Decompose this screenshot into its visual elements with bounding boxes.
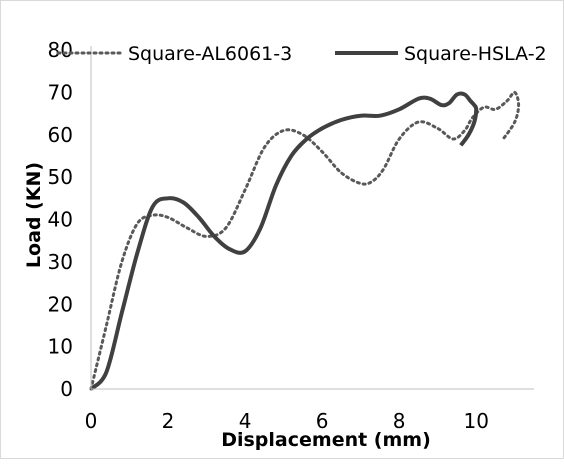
y-tick-label: 30 bbox=[48, 250, 73, 274]
y-tick-label: 0 bbox=[60, 377, 73, 401]
y-tick-label: 20 bbox=[48, 292, 73, 316]
x-tick-label: 2 bbox=[162, 409, 175, 433]
y-tick-label: 40 bbox=[48, 208, 73, 232]
legend-label-hsla: Square-HSLA-2 bbox=[404, 43, 547, 65]
y-tick-labels: 0 10 20 30 40 50 60 70 80 bbox=[48, 38, 73, 401]
legend: Square-AL6061-3 Square-HSLA-2 bbox=[56, 43, 547, 65]
series-line-hsla bbox=[89, 91, 479, 391]
x-tick-label: 8 bbox=[393, 409, 406, 433]
y-tick-label: 80 bbox=[48, 38, 73, 62]
x-tick-label: 10 bbox=[463, 409, 488, 433]
y-tick-label: 70 bbox=[48, 80, 73, 104]
y-axis-title: Load (KN) bbox=[23, 162, 45, 268]
x-tick-label: 0 bbox=[85, 409, 98, 433]
plot-lines bbox=[89, 90, 521, 391]
y-tick-label: 50 bbox=[48, 165, 73, 189]
legend-label-al6061: Square-AL6061-3 bbox=[128, 43, 292, 65]
x-tick-label: 4 bbox=[239, 409, 252, 433]
series-line-al6061 bbox=[89, 90, 521, 391]
y-tick-label: 10 bbox=[48, 335, 73, 359]
x-axis-title: Displacement (mm) bbox=[221, 429, 431, 451]
y-tick-label: 60 bbox=[48, 123, 73, 147]
x-tick-label: 6 bbox=[316, 409, 329, 433]
x-tick-labels: 0 2 4 6 8 10 bbox=[85, 409, 489, 433]
